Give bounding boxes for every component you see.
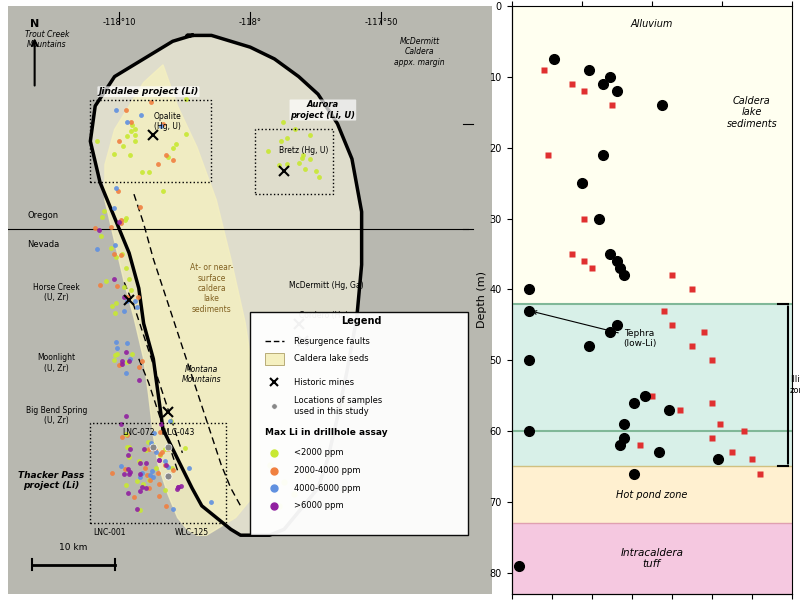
Text: Trout Creek
Mountains: Trout Creek Mountains	[25, 30, 69, 49]
Text: 2000-4000 ppm: 2000-4000 ppm	[294, 466, 360, 475]
Text: Historic mines: Historic mines	[294, 378, 354, 387]
Text: Jindalee project (Li): Jindalee project (Li)	[98, 87, 198, 96]
Bar	[250, 312, 468, 535]
Text: -118°10: -118°10	[102, 18, 136, 27]
Text: LNC-072: LNC-072	[122, 428, 155, 437]
Text: Nevada: Nevada	[27, 240, 60, 249]
Text: LNC-001: LNC-001	[94, 528, 126, 537]
Text: Tephra
(low-Li): Tephra (low-Li)	[533, 311, 657, 348]
Text: Caldera lake seds: Caldera lake seds	[294, 354, 369, 363]
Bar	[90, 424, 226, 523]
Bar	[511, 41, 792, 304]
Bar	[265, 353, 284, 365]
Polygon shape	[90, 35, 362, 535]
Text: Opalite
(Hg, U): Opalite (Hg, U)	[154, 112, 182, 131]
Bar	[511, 466, 792, 523]
Text: Caldera
lake
sediments: Caldera lake sediments	[726, 95, 778, 129]
Text: >6000 ppm: >6000 ppm	[294, 502, 343, 510]
Text: Moonlight
(U, Zr): Moonlight (U, Zr)	[38, 353, 75, 373]
Text: At- or near-
surface
caldera
lake
sediments: At- or near- surface caldera lake sedime…	[190, 263, 233, 314]
Bar	[511, 523, 792, 594]
Text: Hot pond zone: Hot pond zone	[616, 490, 687, 500]
Text: Max Li in drillhole assay: Max Li in drillhole assay	[265, 428, 387, 437]
Text: 10 km: 10 km	[59, 543, 87, 552]
Bar	[90, 100, 211, 182]
Text: Horse Creek
(U, Zr): Horse Creek (U, Zr)	[33, 283, 80, 302]
Polygon shape	[105, 65, 260, 535]
Text: Oregon: Oregon	[27, 211, 58, 220]
Text: WLC-125: WLC-125	[175, 528, 209, 537]
Text: Alluvium: Alluvium	[630, 19, 673, 29]
Text: Montana
Mountains: Montana Mountains	[182, 365, 222, 385]
Text: -118°: -118°	[238, 18, 262, 27]
Text: Legend: Legend	[342, 316, 382, 326]
Bar	[255, 130, 333, 194]
Y-axis label: Depth (m): Depth (m)	[477, 271, 486, 329]
Text: Resurgence faults: Resurgence faults	[294, 337, 370, 346]
Text: -117°50: -117°50	[364, 18, 398, 27]
Text: Big Bend Spring
(U, Zr): Big Bend Spring (U, Zr)	[26, 406, 87, 425]
Bar	[511, 304, 792, 466]
Text: <2000 ppm: <2000 ppm	[294, 448, 343, 457]
Text: Bretz (Hg, U): Bretz (Hg, U)	[279, 146, 329, 155]
Text: 4000-6000 ppm: 4000-6000 ppm	[294, 484, 361, 493]
Text: Thacker Pass
project (Li): Thacker Pass project (Li)	[18, 471, 85, 490]
Text: WLC-043: WLC-043	[160, 428, 194, 437]
Text: N: N	[30, 19, 39, 29]
Text: Aurora
project (Li, U): Aurora project (Li, U)	[290, 100, 355, 120]
Text: McDermitt (Hg, Ga): McDermitt (Hg, Ga)	[289, 281, 363, 290]
Text: Cordero (Hg): Cordero (Hg)	[298, 311, 348, 320]
Text: Locations of samples
used in this study: Locations of samples used in this study	[294, 396, 382, 416]
Text: McDermitt
Caldera
appx. margin: McDermitt Caldera appx. margin	[394, 37, 445, 67]
Text: Illite
zone: Illite zone	[790, 376, 800, 395]
Bar	[511, 6, 792, 41]
Text: Intracaldera
tuff: Intracaldera tuff	[620, 548, 683, 569]
